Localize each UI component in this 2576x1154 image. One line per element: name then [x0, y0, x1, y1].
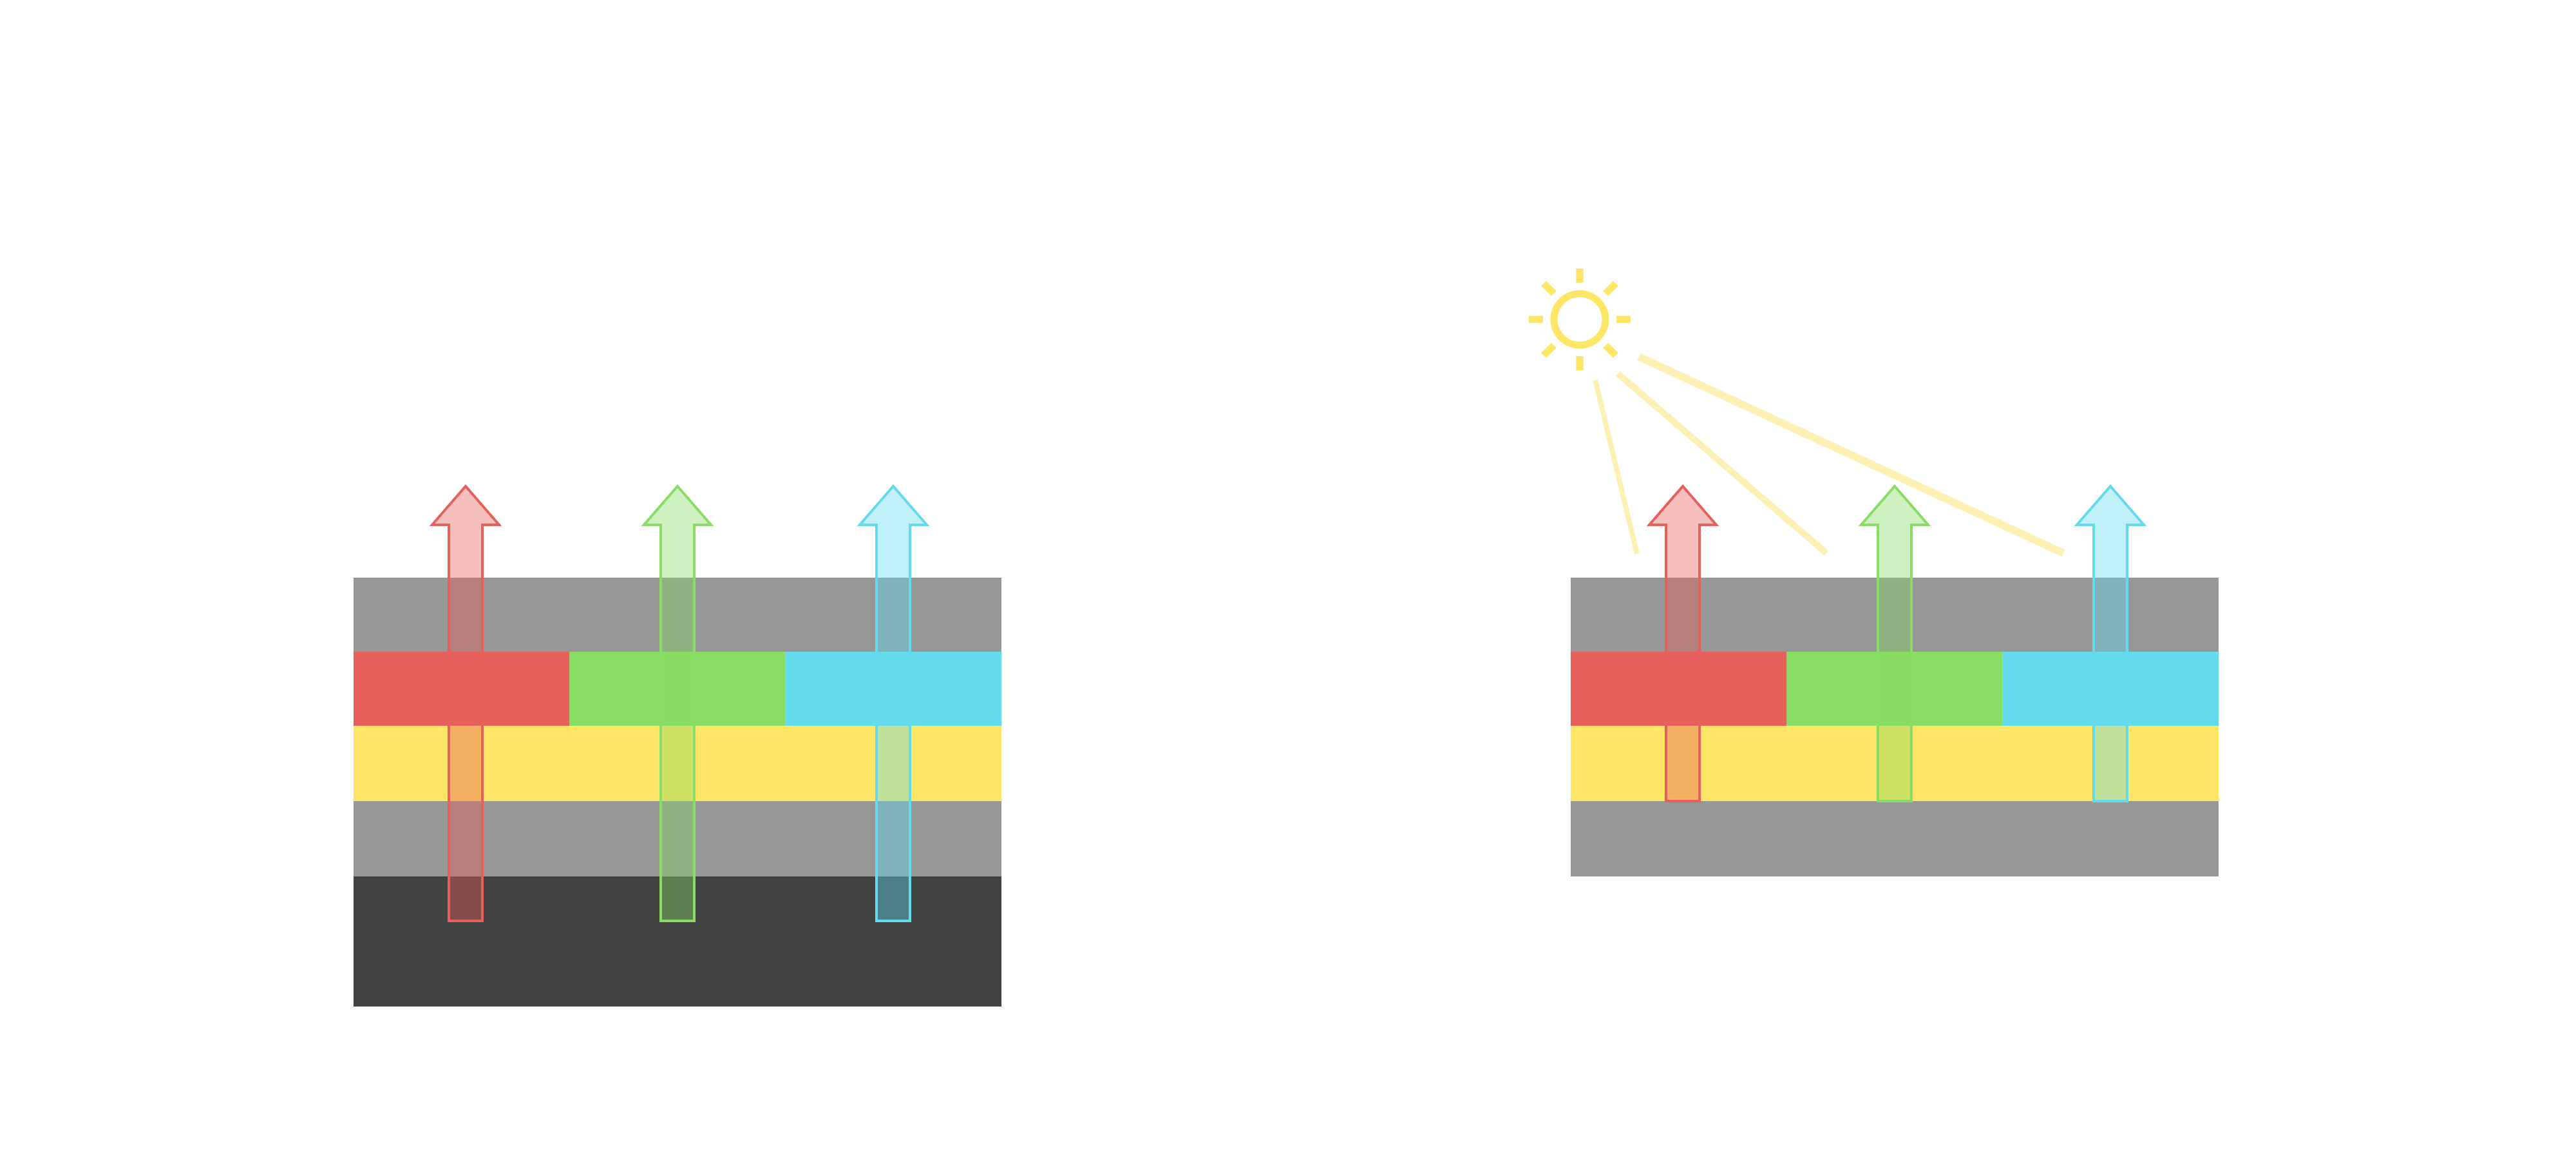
- bottom-gray-layer: [354, 801, 1001, 876]
- top-gray-layer: [354, 578, 1001, 652]
- sun-beams: [1593, 353, 2065, 557]
- bottom-gray-layer: [1571, 801, 2219, 876]
- left-layer-stack: [354, 484, 1001, 1007]
- green-filter: [1786, 652, 2003, 726]
- green-filter: [569, 652, 786, 726]
- sun-icon: [1529, 269, 1631, 370]
- yellow-layer: [1571, 726, 2219, 801]
- light-beam: [1593, 379, 1640, 554]
- red-filter: [1571, 652, 1787, 726]
- green-up-arrow-icon: [1858, 484, 1931, 802]
- sun-ray: [1603, 343, 1618, 358]
- sun-ray: [1541, 343, 1557, 358]
- light-beam: [1615, 371, 1829, 556]
- right-layer-stack: [1571, 484, 2219, 876]
- yellow-layer: [354, 726, 1001, 801]
- sun-ray: [1541, 281, 1557, 296]
- green-up-arrow-icon: [641, 484, 714, 922]
- top-gray-layer: [1571, 578, 2219, 652]
- red-up-arrow-icon: [429, 484, 502, 922]
- sun-ray: [1603, 281, 1618, 296]
- blue-filter: [2002, 652, 2219, 726]
- sun-disc: [1550, 290, 1609, 349]
- dark-base-layer: [354, 876, 1001, 1007]
- blue-filter: [785, 652, 1001, 726]
- red-filter: [354, 652, 570, 726]
- blue-up-arrow-icon: [857, 484, 930, 922]
- red-up-arrow-icon: [1646, 484, 1719, 802]
- blue-up-arrow-icon: [2074, 484, 2147, 802]
- light-beam: [1637, 353, 2065, 557]
